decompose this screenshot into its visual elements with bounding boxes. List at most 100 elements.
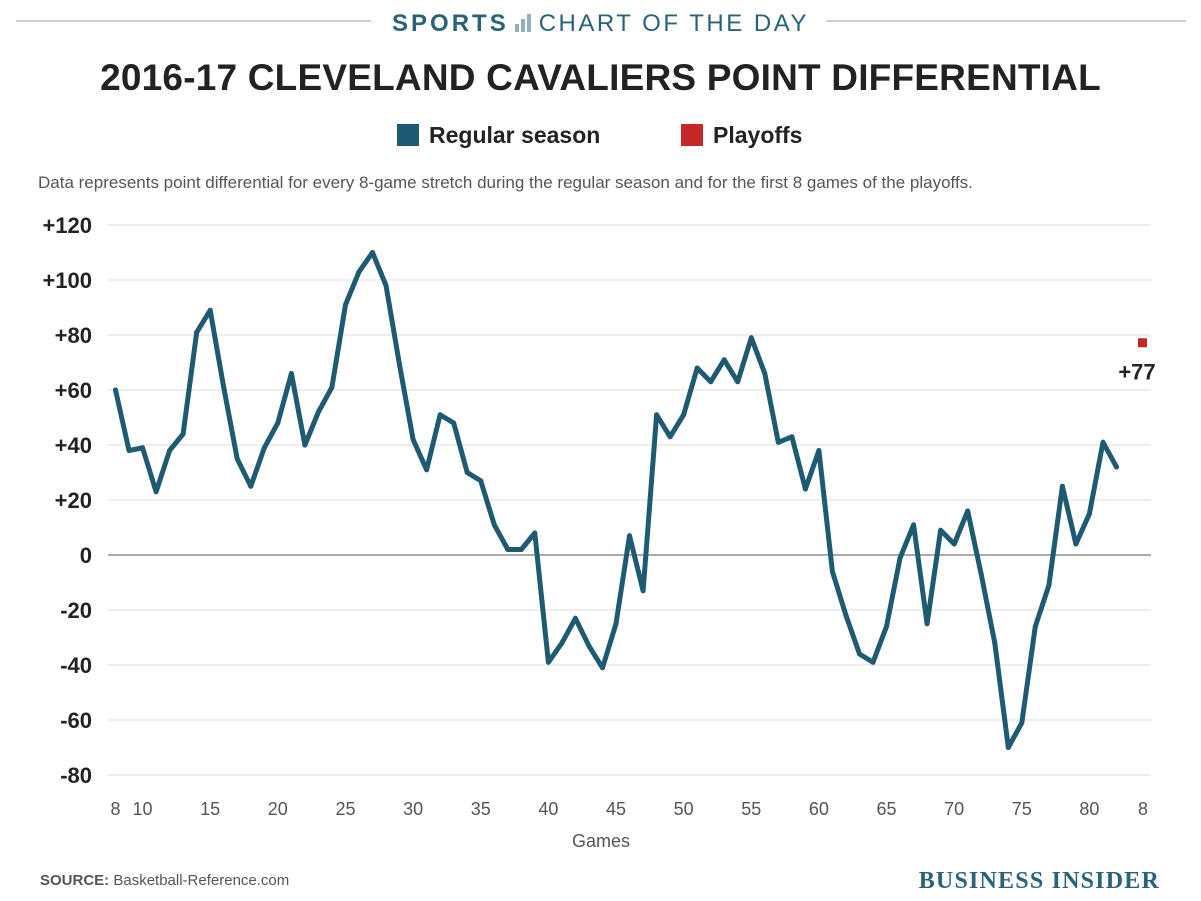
x-tick-label: 55 — [741, 799, 761, 819]
data-point-regular — [1019, 720, 1025, 726]
data-label-playoffs: +77 — [1118, 359, 1155, 384]
data-point-regular — [261, 445, 267, 451]
data-point-regular — [167, 448, 173, 453]
data-point-regular — [545, 659, 551, 665]
data-point-regular — [721, 357, 727, 363]
data-point-regular — [410, 437, 416, 442]
data-point-regular — [802, 486, 808, 492]
y-tick-label: +100 — [42, 268, 92, 293]
legend-item-regular: Regular season — [397, 122, 600, 149]
data-point-regular — [897, 555, 903, 561]
y-tick-label: -80 — [60, 763, 92, 788]
data-point-regular — [302, 442, 308, 448]
data-point-regular — [342, 302, 348, 308]
source-note: SOURCE: Basketball-Reference.com — [40, 872, 289, 889]
data-point-regular — [329, 384, 335, 390]
data-point-regular — [518, 547, 524, 552]
data-point-regular — [775, 439, 781, 445]
chart-subtitle: Data represents point differential for e… — [38, 173, 973, 192]
data-point-regular — [207, 307, 213, 313]
x-tick-label: 80 — [1079, 799, 1099, 819]
data-point-regular — [1100, 439, 1106, 445]
data-point-regular — [397, 362, 403, 368]
x-tick-label: 45 — [606, 799, 626, 819]
data-point-regular — [383, 283, 389, 288]
data-point-regular — [748, 335, 754, 341]
data-point-playoffs — [1138, 338, 1147, 348]
source-text: Basketball-Reference.com — [113, 872, 290, 889]
data-point-regular — [829, 569, 835, 574]
banner-line-left — [16, 20, 371, 22]
legend-swatch-playoffs — [681, 124, 703, 146]
line-chart: +120 +100 +80 +60 +40 +20 0 -20 -40 -60 -80 8 10 15 20… — [42, 213, 1155, 851]
header-banner: SPORTS CHART OF THE DAY — [0, 6, 1201, 38]
data-point-regular — [478, 478, 484, 484]
data-point-regular — [599, 665, 605, 671]
x-tick-label: 50 — [674, 799, 694, 819]
x-tick-label: 10 — [133, 799, 153, 819]
data-point-regular — [315, 409, 321, 415]
data-point-regular — [870, 659, 876, 665]
data-point-regular — [559, 640, 565, 646]
data-point-regular — [694, 365, 700, 371]
data-point-regular — [965, 508, 971, 514]
y-tick-label: +60 — [55, 378, 92, 403]
data-point-regular — [856, 651, 862, 657]
data-point-regular — [735, 379, 741, 385]
y-tick-label: +120 — [42, 213, 92, 238]
data-point-regular — [654, 412, 660, 418]
sports-label: SPORTS — [392, 10, 509, 37]
chart-of-the-day-label: CHART OF THE DAY — [538, 10, 809, 37]
data-point-regular — [816, 448, 822, 453]
data-point-regular — [194, 329, 200, 335]
y-tick-label: -60 — [60, 708, 92, 733]
data-point-regular — [424, 467, 430, 473]
data-point-regular — [1073, 541, 1079, 547]
x-tick-label: 25 — [335, 799, 355, 819]
legend-label-playoffs: Playoffs — [713, 122, 803, 148]
legend: Regular season Playoffs — [0, 122, 1201, 152]
x-tick-label: 65 — [877, 799, 897, 819]
data-point-regular — [370, 250, 376, 255]
data-point-regular — [938, 527, 944, 533]
data-point-regular — [681, 412, 687, 418]
data-point-regular — [113, 387, 118, 393]
x-tick-label: 15 — [200, 799, 220, 819]
x-tick-label: 75 — [1012, 799, 1032, 819]
data-point-regular — [1086, 511, 1092, 517]
data-point-regular — [924, 621, 930, 627]
data-point-regular — [1114, 464, 1119, 470]
x-tick-label: 35 — [471, 799, 491, 819]
y-tick-label: +80 — [55, 323, 92, 348]
data-point-regular — [126, 448, 132, 453]
data-point-regular — [437, 412, 443, 418]
data-point-regular — [1005, 745, 1011, 750]
legend-label-regular: Regular season — [429, 122, 601, 148]
chart-title: 2016-17 CLEVELAND CAVALIERS POINT DIFFER… — [100, 57, 1101, 98]
data-point-regular — [140, 445, 146, 451]
data-point-regular — [451, 420, 457, 426]
data-point-regular — [532, 530, 538, 536]
data-point-regular — [992, 640, 998, 646]
data-point-regular — [275, 420, 281, 426]
x-tick-label: 60 — [809, 799, 829, 819]
bar-chart-icon — [514, 14, 533, 32]
banner-text: SPORTS CHART OF THE DAY — [0, 10, 1201, 38]
data-point-regular — [640, 588, 646, 594]
data-point-regular — [586, 643, 592, 649]
data-point-regular — [667, 434, 673, 440]
data-point-regular — [234, 456, 240, 462]
x-tick-label: 30 — [403, 799, 423, 819]
data-point-regular — [221, 384, 227, 390]
data-point-regular — [464, 470, 470, 475]
data-point-regular — [613, 621, 619, 627]
data-point-regular — [627, 533, 633, 539]
data-point-regular — [180, 431, 186, 437]
x-axis-title: Games — [572, 831, 630, 851]
data-point-regular — [153, 489, 159, 495]
source-label: SOURCE: — [40, 872, 110, 889]
legend-item-playoffs: Playoffs — [681, 122, 802, 149]
data-point-regular — [762, 371, 768, 376]
data-point-regular — [491, 522, 497, 528]
data-point-regular — [248, 483, 254, 489]
